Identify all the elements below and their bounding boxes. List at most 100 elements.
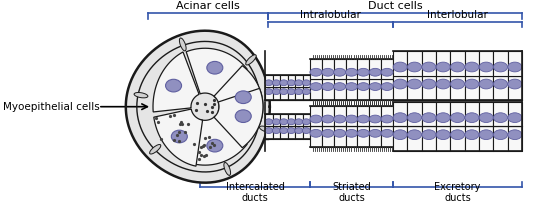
Ellipse shape (381, 68, 393, 76)
Ellipse shape (345, 68, 358, 76)
Ellipse shape (345, 83, 358, 90)
Ellipse shape (134, 93, 148, 98)
Ellipse shape (408, 79, 422, 89)
Ellipse shape (322, 83, 334, 90)
Ellipse shape (295, 119, 303, 125)
Ellipse shape (479, 62, 493, 72)
Bar (494, 102, 507, 126)
Polygon shape (126, 31, 270, 183)
Bar (507, 126, 522, 151)
Polygon shape (186, 115, 247, 165)
Ellipse shape (302, 89, 310, 95)
Bar (287, 126, 295, 139)
Bar (436, 102, 450, 126)
Ellipse shape (265, 128, 273, 134)
Ellipse shape (246, 55, 256, 65)
Bar (295, 74, 303, 87)
Ellipse shape (436, 113, 450, 123)
Ellipse shape (393, 79, 407, 89)
Ellipse shape (334, 83, 345, 90)
Ellipse shape (465, 79, 479, 89)
Bar (358, 79, 369, 100)
Bar (436, 76, 450, 100)
Bar (507, 51, 522, 76)
Ellipse shape (265, 80, 273, 86)
Bar (272, 114, 280, 126)
Ellipse shape (345, 115, 358, 123)
Bar (436, 51, 450, 76)
Ellipse shape (295, 80, 303, 86)
Bar (381, 59, 393, 79)
Bar (358, 106, 369, 126)
Ellipse shape (357, 68, 369, 76)
Ellipse shape (302, 119, 310, 125)
Ellipse shape (381, 83, 393, 90)
Bar (295, 114, 303, 126)
Bar (450, 51, 465, 76)
Ellipse shape (287, 80, 295, 86)
Bar (322, 59, 334, 79)
Bar (358, 59, 369, 79)
Bar (310, 79, 322, 100)
Bar (393, 51, 407, 76)
Ellipse shape (381, 129, 393, 137)
Ellipse shape (302, 80, 310, 86)
Ellipse shape (422, 113, 436, 123)
Bar (450, 126, 465, 151)
Ellipse shape (408, 62, 422, 72)
Ellipse shape (265, 89, 273, 95)
Ellipse shape (494, 62, 507, 72)
Bar (407, 102, 422, 126)
Ellipse shape (302, 128, 310, 134)
Bar (265, 74, 272, 87)
Bar (407, 126, 422, 151)
Ellipse shape (280, 80, 288, 86)
Bar (265, 87, 272, 100)
Bar (334, 106, 345, 126)
Ellipse shape (422, 62, 436, 72)
Bar (393, 126, 407, 151)
Bar (303, 114, 310, 126)
Ellipse shape (465, 130, 479, 140)
Bar (369, 79, 381, 100)
Bar (393, 76, 407, 100)
Ellipse shape (369, 115, 381, 123)
Bar (303, 126, 310, 139)
Polygon shape (214, 88, 263, 148)
Bar (479, 102, 494, 126)
Bar (436, 126, 450, 151)
Bar (465, 51, 479, 76)
Bar (465, 102, 479, 126)
Ellipse shape (295, 89, 303, 95)
Ellipse shape (369, 129, 381, 137)
Ellipse shape (224, 162, 231, 175)
Ellipse shape (287, 128, 295, 134)
Bar (393, 102, 407, 126)
Bar (494, 76, 507, 100)
Text: Intercalated
ducts: Intercalated ducts (225, 182, 285, 203)
Bar (310, 59, 322, 79)
Ellipse shape (287, 119, 295, 125)
Ellipse shape (322, 68, 334, 76)
Bar (265, 126, 272, 139)
Bar (310, 106, 322, 126)
Ellipse shape (207, 139, 223, 152)
Ellipse shape (345, 129, 358, 137)
Bar (479, 76, 494, 100)
Bar (465, 76, 479, 100)
Bar (280, 87, 287, 100)
Bar (287, 87, 295, 100)
Ellipse shape (381, 115, 393, 123)
Ellipse shape (166, 79, 182, 92)
Bar (479, 126, 494, 151)
Ellipse shape (235, 91, 251, 104)
Ellipse shape (207, 61, 223, 74)
Ellipse shape (508, 113, 522, 123)
Ellipse shape (508, 62, 522, 72)
Ellipse shape (450, 62, 464, 72)
Bar (407, 76, 422, 100)
Bar (450, 76, 465, 100)
Ellipse shape (334, 129, 345, 137)
Polygon shape (214, 66, 263, 125)
Bar (287, 114, 295, 126)
